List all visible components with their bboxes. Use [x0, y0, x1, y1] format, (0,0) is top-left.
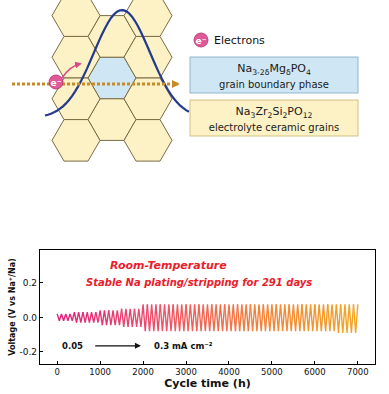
svg-text:0: 0 [54, 367, 59, 377]
svg-text:0.3 mA cm⁻²: 0.3 mA cm⁻² [154, 341, 213, 351]
svg-text:Voltage (V vs Na⁺/Na): Voltage (V vs Na⁺/Na) [8, 258, 17, 356]
svg-text:Na3-2δMgδPO4: Na3-2δMgδPO4 [237, 62, 311, 77]
svg-text:Cycle time (h): Cycle time (h) [164, 377, 251, 390]
svg-text:Stable Na plating/stripping fo: Stable Na plating/stripping for 291 days [86, 277, 312, 288]
svg-text:0.0: 0.0 [23, 313, 38, 323]
svg-text:-0.2: -0.2 [20, 347, 38, 357]
svg-text:0.2: 0.2 [23, 278, 37, 288]
svg-text:Room-Temperature: Room-Temperature [110, 259, 227, 272]
svg-text:e⁻: e⁻ [51, 78, 62, 88]
svg-text:electrolyte ceramic grains: electrolyte ceramic grains [209, 122, 339, 133]
svg-text:Na3Zr2Si2PO12: Na3Zr2Si2PO12 [236, 105, 313, 120]
svg-text:2000: 2000 [132, 367, 154, 377]
svg-text:Electrons: Electrons [214, 34, 265, 47]
svg-text:e⁻: e⁻ [196, 36, 207, 46]
svg-text:grain boundary phase: grain boundary phase [219, 79, 329, 90]
svg-text:6000: 6000 [304, 367, 326, 377]
svg-text:7000: 7000 [347, 367, 369, 377]
svg-text:1000: 1000 [89, 367, 111, 377]
svg-text:4000: 4000 [218, 367, 240, 377]
svg-text:3000: 3000 [175, 367, 197, 377]
svg-text:5000: 5000 [261, 367, 283, 377]
svg-text:0.05: 0.05 [62, 341, 83, 351]
